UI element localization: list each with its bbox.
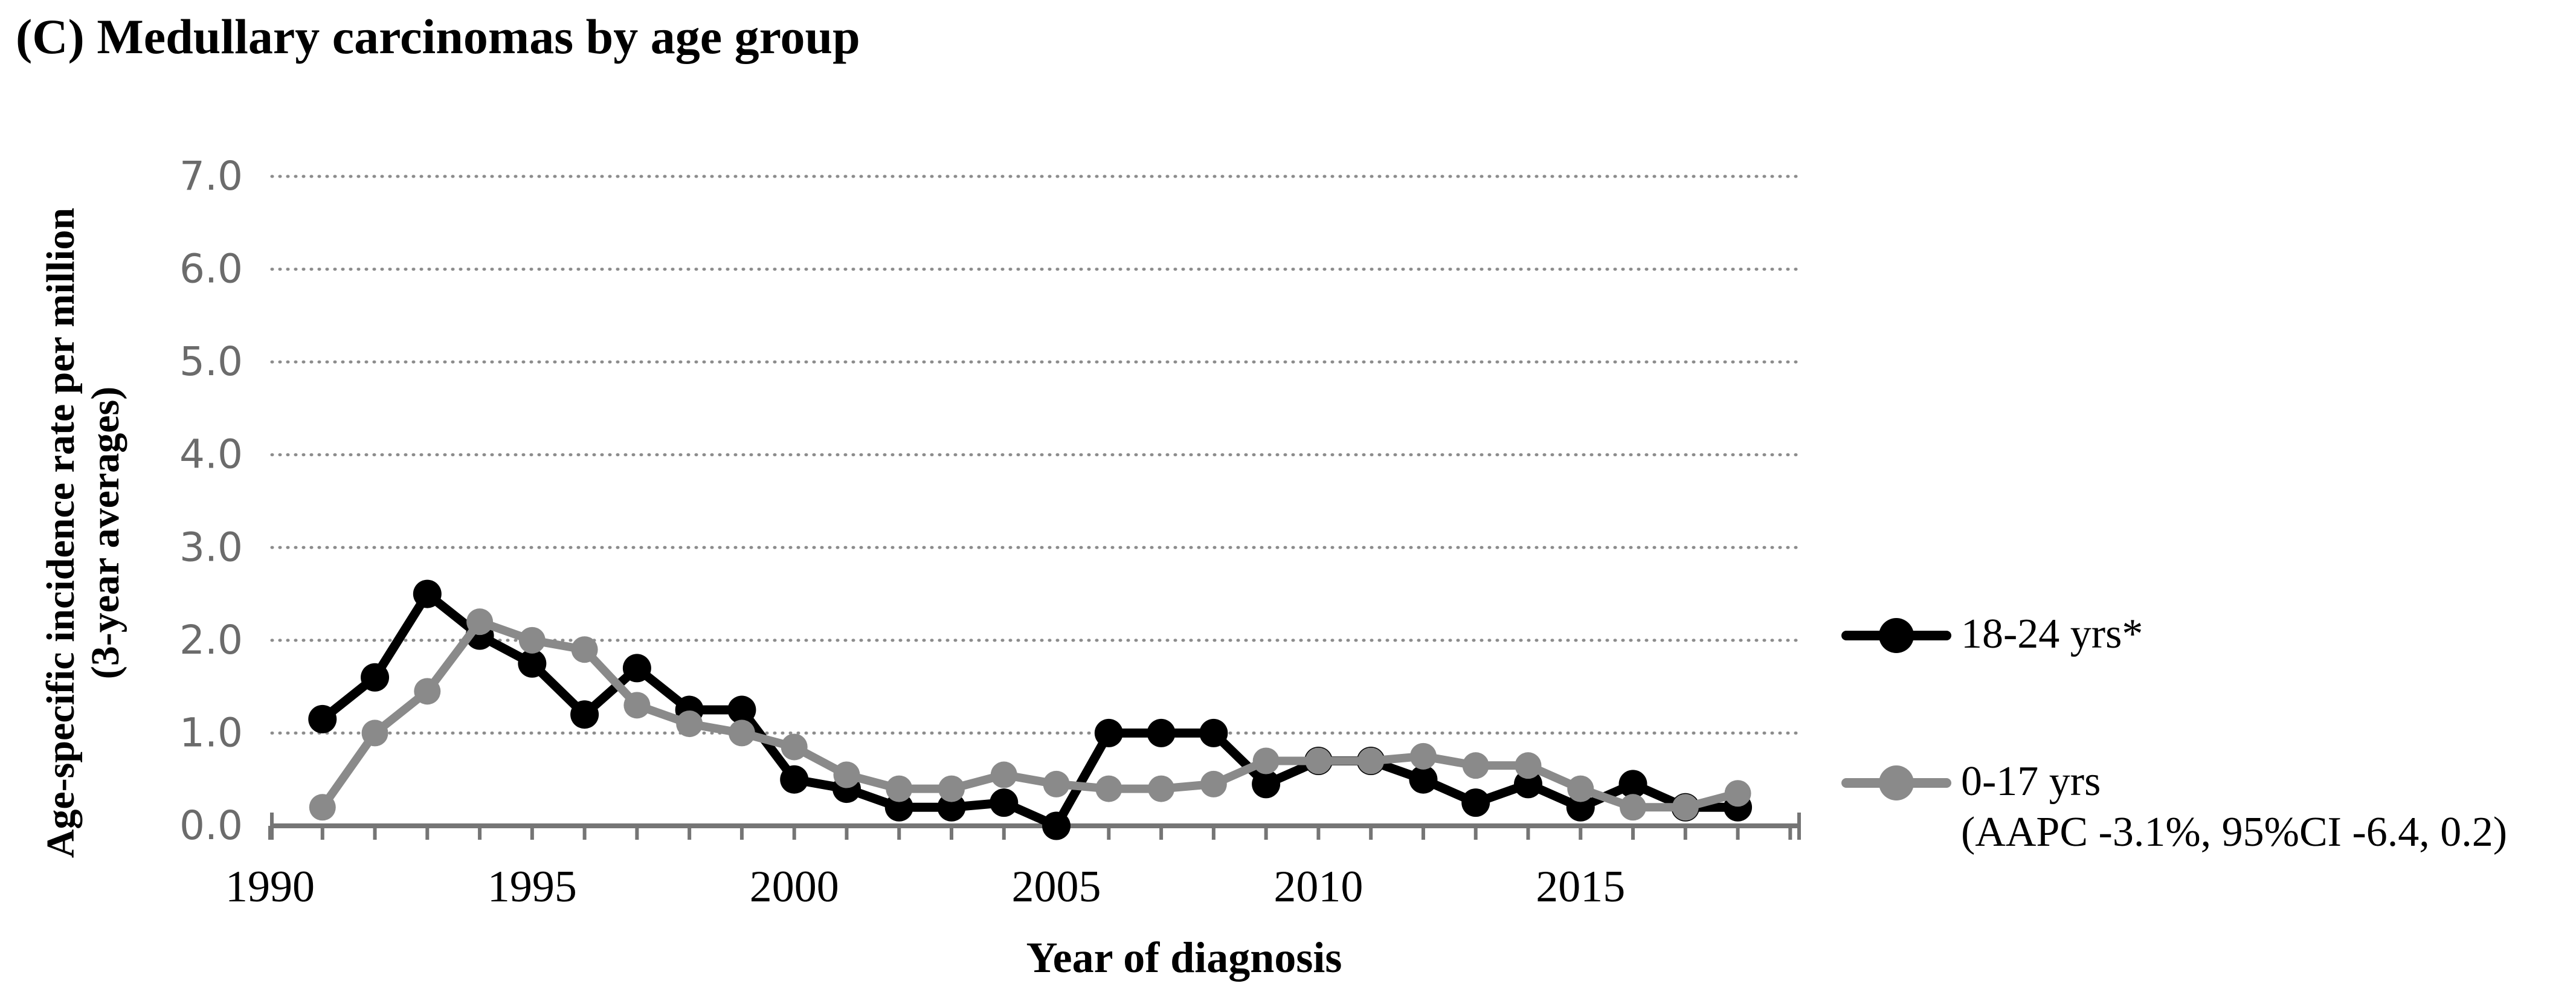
y-tick-label: 1.0 bbox=[179, 709, 243, 756]
data-point-marker-0 bbox=[780, 765, 809, 794]
data-point-marker-1 bbox=[938, 775, 965, 802]
data-point-marker-1 bbox=[990, 761, 1017, 788]
data-point-marker-0 bbox=[1409, 765, 1438, 794]
legend-label-group: 0-17 yrs (AAPC -3.1%, 95%CI -6.4, 0.2) bbox=[1961, 756, 2507, 858]
x-tick-label: 1990 bbox=[225, 862, 315, 912]
data-point-marker-0 bbox=[1094, 718, 1123, 747]
data-point-marker-1 bbox=[1200, 770, 1227, 797]
data-point-marker-1 bbox=[1305, 747, 1332, 774]
series-line-0 bbox=[318, 589, 1743, 831]
data-point-marker-0 bbox=[727, 695, 756, 724]
legend-label: 18-24 yrs* bbox=[1961, 611, 2143, 657]
data-point-marker-1 bbox=[1672, 794, 1699, 821]
data-point-marker-1 bbox=[676, 710, 703, 738]
data-point-marker-0 bbox=[1199, 718, 1228, 747]
series-line-1 bbox=[318, 617, 1742, 812]
data-point-marker-0 bbox=[1513, 770, 1542, 799]
data-point-marker-0 bbox=[1618, 770, 1647, 799]
x-axis-title: Year of diagnosis bbox=[1026, 933, 1342, 982]
data-point-marker-0 bbox=[884, 793, 913, 822]
data-point-marker-0 bbox=[1252, 770, 1281, 799]
y-tick-label: 4.0 bbox=[179, 431, 243, 478]
data-point-marker-1 bbox=[833, 761, 860, 788]
x-tick-label: 2010 bbox=[1274, 862, 1363, 912]
data-point-marker-0 bbox=[1042, 811, 1071, 840]
legend-entry-0-17-yrs: 0-17 yrs (AAPC -3.1%, 95%CI -6.4, 0.2) bbox=[1841, 756, 2507, 858]
legend-entry-18-24-yrs: 18-24 yrs* bbox=[1841, 609, 2143, 660]
x-tick-label: 2005 bbox=[1012, 862, 1101, 912]
legend-label-aapc: (AAPC -3.1%, 95%CI -6.4, 0.2) bbox=[1961, 809, 2508, 855]
data-point-marker-1 bbox=[1567, 775, 1594, 802]
data-point-marker-1 bbox=[571, 636, 598, 663]
data-point-marker-0 bbox=[937, 793, 966, 822]
legend-label: 0-17 yrs bbox=[1961, 758, 2101, 805]
data-point-marker-0 bbox=[1147, 718, 1176, 747]
data-point-marker-1 bbox=[623, 692, 651, 719]
x-tick-label: 2015 bbox=[1536, 862, 1625, 912]
y-axis-title: Age-specific incidence rate per million … bbox=[39, 208, 128, 858]
data-point-marker-1 bbox=[728, 720, 755, 747]
data-point-marker-0 bbox=[990, 788, 1019, 817]
data-point-marker-1 bbox=[518, 626, 546, 654]
y-axis-title-line2: (3-year averages) bbox=[83, 386, 127, 680]
data-point-marker-1 bbox=[1515, 752, 1542, 779]
data-point-marker-1 bbox=[1409, 742, 1437, 770]
legend-marker-dot-icon bbox=[1879, 765, 1914, 800]
data-point-marker-1 bbox=[1148, 775, 1175, 802]
legend-marker-dot-icon bbox=[1879, 618, 1914, 653]
data-point-marker-0 bbox=[570, 700, 599, 729]
chart-title: (C) Medullary carcinomas by age group bbox=[16, 9, 860, 64]
data-point-marker-1 bbox=[886, 775, 913, 802]
y-tick-label: 3.0 bbox=[179, 524, 243, 570]
data-point-marker-1 bbox=[309, 794, 336, 821]
data-point-marker-1 bbox=[1252, 747, 1280, 774]
legend-marker-line-icon bbox=[1841, 618, 1951, 653]
data-point-marker-0 bbox=[1566, 793, 1595, 822]
y-tick-label: 5.0 bbox=[179, 338, 243, 385]
data-point-marker-1 bbox=[1462, 752, 1489, 779]
data-point-marker-1 bbox=[1620, 794, 1647, 821]
data-point-marker-1 bbox=[466, 608, 494, 636]
data-point-marker-1 bbox=[1357, 747, 1385, 774]
data-point-marker-0 bbox=[622, 654, 651, 683]
y-tick-label: 2.0 bbox=[179, 617, 243, 663]
y-axis-title-line1: Age-specific incidence rate per million bbox=[39, 207, 83, 858]
data-point-marker-1 bbox=[414, 678, 441, 705]
data-point-marker-0 bbox=[518, 649, 547, 678]
data-point-marker-0 bbox=[361, 663, 390, 692]
x-tick-label: 2000 bbox=[750, 862, 839, 912]
data-point-marker-0 bbox=[413, 579, 442, 608]
data-point-marker-0 bbox=[308, 704, 337, 733]
data-point-marker-1 bbox=[1095, 775, 1122, 802]
y-tick-label: 6.0 bbox=[179, 246, 243, 292]
x-tick-label: 1995 bbox=[488, 862, 577, 912]
legend-marker-line-icon bbox=[1841, 765, 1951, 800]
y-tick-label: 0.0 bbox=[179, 802, 243, 849]
y-tick-label: 7.0 bbox=[179, 153, 243, 199]
data-point-marker-0 bbox=[1461, 788, 1490, 817]
data-point-marker-1 bbox=[361, 720, 388, 747]
data-point-marker-1 bbox=[1724, 780, 1751, 807]
data-point-marker-1 bbox=[781, 733, 808, 761]
data-point-marker-1 bbox=[1043, 770, 1070, 797]
